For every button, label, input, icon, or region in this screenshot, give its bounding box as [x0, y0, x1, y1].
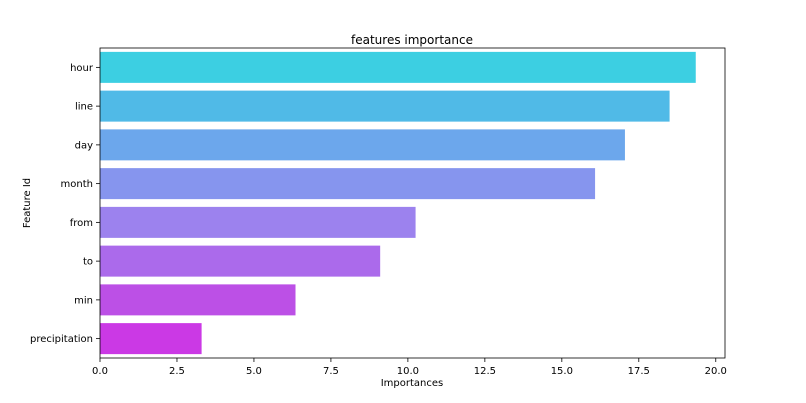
bar-day: [100, 129, 625, 161]
y-tick-label: from: [70, 218, 93, 229]
x-tick-label: 12.5: [474, 366, 496, 377]
y-tick-label: precipitation: [30, 334, 93, 345]
y-tick-label: to: [83, 257, 93, 268]
bar-min: [100, 284, 296, 316]
x-axis-ticks: 0.0 2.5 5.0 7.5 10.0 12.5 15.0 17.5 20.0: [92, 358, 727, 377]
y-tick-label: line: [75, 102, 93, 113]
y-axis-ticks: hour line day month from to min precipitation: [30, 63, 100, 345]
y-axis-label: Feature Id: [22, 178, 33, 228]
bars-group: [100, 51, 696, 355]
x-tick-label: 17.5: [628, 366, 650, 377]
x-tick-label: 20.0: [705, 366, 727, 377]
bar-hour: [100, 51, 696, 83]
y-tick-label: day: [75, 140, 93, 151]
plot-frame: [99, 47, 726, 359]
bar-line: [100, 90, 670, 122]
x-tick-label: 0.0: [92, 366, 108, 377]
y-tick-label: min: [74, 295, 93, 306]
x-tick-label: 5.0: [246, 366, 262, 377]
x-tick-label: 7.5: [323, 366, 339, 377]
x-tick-label: 15.0: [551, 366, 573, 377]
y-tick-label: hour: [70, 63, 94, 74]
bar-from: [100, 206, 416, 238]
bar-precipitation: [100, 323, 202, 355]
bar-month: [100, 168, 596, 200]
bar-to: [100, 245, 381, 277]
x-tick-label: 2.5: [169, 366, 185, 377]
y-tick-label: month: [61, 179, 93, 190]
chart-title: features importance: [351, 33, 473, 47]
x-tick-label: 10.0: [397, 366, 419, 377]
x-axis-label: Importances: [381, 378, 444, 389]
